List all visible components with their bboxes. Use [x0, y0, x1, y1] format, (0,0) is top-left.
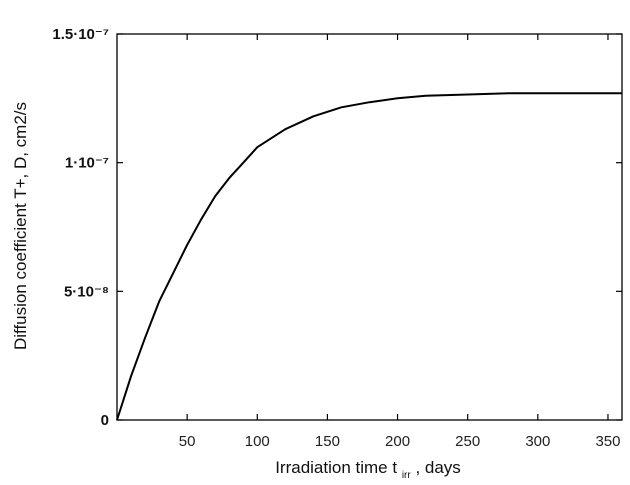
x-tick-label: 100: [245, 433, 270, 450]
x-axis-title: Irradiation time t irr , days: [275, 458, 461, 482]
x-tick-label: 300: [525, 433, 550, 450]
x-axis-title-main: Irradiation time t: [275, 458, 397, 477]
x-tick-label: 350: [595, 433, 620, 450]
y-tick-label: 1·10⁻⁷: [65, 155, 109, 172]
x-tick-label: 50: [179, 433, 196, 450]
x-tick-label: 150: [315, 433, 340, 450]
plot-frame: [116, 33, 623, 421]
x-tick-label: 250: [455, 433, 480, 450]
tick-labels: 50 100 150 200 250 300 350 0 5·10⁻⁸ 1·10⁻⁷ 1.5·10⁻…: [52, 26, 620, 450]
series-layer: [116, 92, 622, 421]
y-tick-label: 1.5·10⁻⁷: [52, 26, 109, 43]
y-tick-label: 5·10⁻⁸: [64, 283, 109, 300]
x-axis-title-subscript: irr: [402, 470, 412, 481]
axes: [116, 33, 623, 421]
x-axis-title-unit: , days: [415, 458, 460, 477]
y-tick-label: 0: [101, 412, 109, 429]
x-tick-label: 200: [385, 433, 410, 450]
series-line: [116, 92, 622, 421]
y-axis-title: Diffusion coefficient T+, D, cm2/s: [11, 102, 30, 350]
